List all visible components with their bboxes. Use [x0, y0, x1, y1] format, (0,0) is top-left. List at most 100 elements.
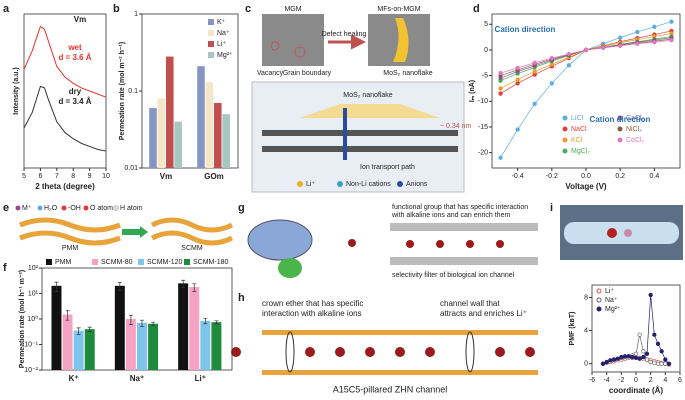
panel-g: g functional group that has specific int…	[238, 202, 538, 279]
channel-wall	[262, 370, 538, 375]
bar	[125, 319, 136, 370]
legend-swatch	[138, 259, 144, 265]
annotation: Cation direction	[495, 25, 556, 34]
channel-wall	[390, 257, 538, 265]
y-tick-label: 0	[484, 47, 488, 54]
x-tick-label: 10	[102, 173, 110, 180]
layer	[262, 146, 458, 152]
legend-swatch	[208, 41, 214, 47]
series-line	[23, 25, 107, 98]
marker	[655, 361, 661, 366]
marker	[669, 19, 674, 24]
protein	[247, 219, 313, 261]
legend-swatch	[208, 19, 214, 25]
vacancy	[270, 41, 280, 51]
panel-letter: i	[550, 202, 553, 214]
legend-label: SCMM-80	[101, 259, 133, 266]
series-line	[500, 37, 672, 79]
bar	[73, 330, 84, 370]
marker	[498, 70, 503, 76]
x-tick-label: 2	[649, 377, 653, 384]
marker	[630, 354, 635, 360]
legend-label: MgCl₂	[571, 148, 590, 155]
panel-letter: e	[3, 202, 9, 214]
channel-wall	[390, 223, 538, 231]
x-tick-label: -4	[604, 377, 610, 384]
marker	[652, 24, 657, 29]
x-tick-label: Li⁺	[195, 374, 206, 383]
panel-e: e M⁺ H₂O -OH O atom H atom PMM SCMM	[3, 202, 234, 252]
x-tick-label: 7	[55, 173, 59, 180]
label: ~ 0.34 nm	[440, 123, 471, 130]
marker	[566, 63, 572, 68]
marker	[618, 35, 623, 40]
y-axis-label: PMF (kʙT)	[569, 312, 576, 346]
crown-ether	[465, 331, 475, 373]
marker	[532, 60, 537, 65]
y-axis-label: Permeation rate (mol m⁻² h⁻¹)	[119, 42, 126, 140]
label: Defect healing	[322, 31, 367, 38]
bar	[51, 285, 62, 370]
y-tick-label: 5	[484, 21, 488, 28]
y-axis-label: Permeation rate (mol h⁻¹ m⁻²)	[19, 270, 26, 368]
panel-letter: c	[245, 3, 251, 15]
legend-swatch	[92, 259, 98, 265]
marker	[644, 351, 650, 356]
schematic-box	[251, 81, 465, 193]
legend: O atom	[90, 205, 113, 212]
legend-label: Mg²⁺	[217, 52, 233, 59]
error-bar	[65, 310, 70, 321]
x-tick-label: 6	[38, 173, 42, 180]
annotation: dry	[69, 87, 82, 96]
legend-label: CaCl₂	[626, 115, 645, 122]
y-tick-label: 10⁻¹	[24, 341, 38, 348]
label: interaction with alkaline ions	[262, 309, 362, 318]
y-tick-label: 10²	[28, 265, 39, 272]
legend: H atom	[120, 205, 143, 212]
marker	[637, 332, 642, 337]
channel	[564, 222, 679, 244]
y-tick-label: 10¹	[28, 290, 39, 297]
legend-label: CoCl₂	[626, 137, 645, 144]
legend-swatch	[208, 30, 214, 36]
marker	[663, 361, 668, 366]
y-tick-label: -10	[478, 98, 488, 105]
y-tick-label: 8	[584, 294, 588, 301]
marker	[626, 354, 631, 359]
x-tick-label: -0.4	[512, 173, 524, 180]
marker	[633, 351, 639, 356]
marker	[532, 69, 537, 74]
legend-marker	[596, 288, 602, 294]
bar	[137, 322, 147, 370]
error-bar	[87, 326, 92, 332]
error-bar	[76, 327, 81, 335]
legend-label: Mg²⁺	[605, 306, 621, 313]
x-tick-label: -2	[618, 377, 624, 384]
marker	[515, 81, 520, 86]
crown-ether	[285, 331, 295, 373]
bar	[166, 56, 174, 168]
error-bar	[128, 314, 133, 326]
marker	[498, 155, 503, 160]
error-bar	[181, 279, 186, 288]
bar	[62, 314, 73, 370]
legend-swatch	[46, 259, 52, 265]
marker	[532, 101, 537, 106]
y-tick-label: -20	[478, 149, 488, 156]
legend-label: LiCl	[571, 115, 584, 122]
legend-marker	[562, 148, 568, 154]
bar	[149, 108, 157, 168]
bar	[174, 121, 182, 168]
legend-marker	[562, 115, 568, 121]
marker	[641, 354, 646, 360]
marker	[635, 41, 640, 46]
legend-label: Li⁺	[605, 288, 614, 295]
nanoflake	[300, 104, 440, 118]
legend-label: SCMM-120	[147, 259, 183, 266]
legend-label: NaCl	[571, 126, 587, 133]
panel-letter: g	[238, 202, 245, 214]
legend-label: SCMM-180	[193, 259, 229, 266]
bar	[200, 320, 211, 370]
x-tick-label: 0.0	[581, 173, 591, 180]
legend: H₂O	[44, 205, 58, 212]
